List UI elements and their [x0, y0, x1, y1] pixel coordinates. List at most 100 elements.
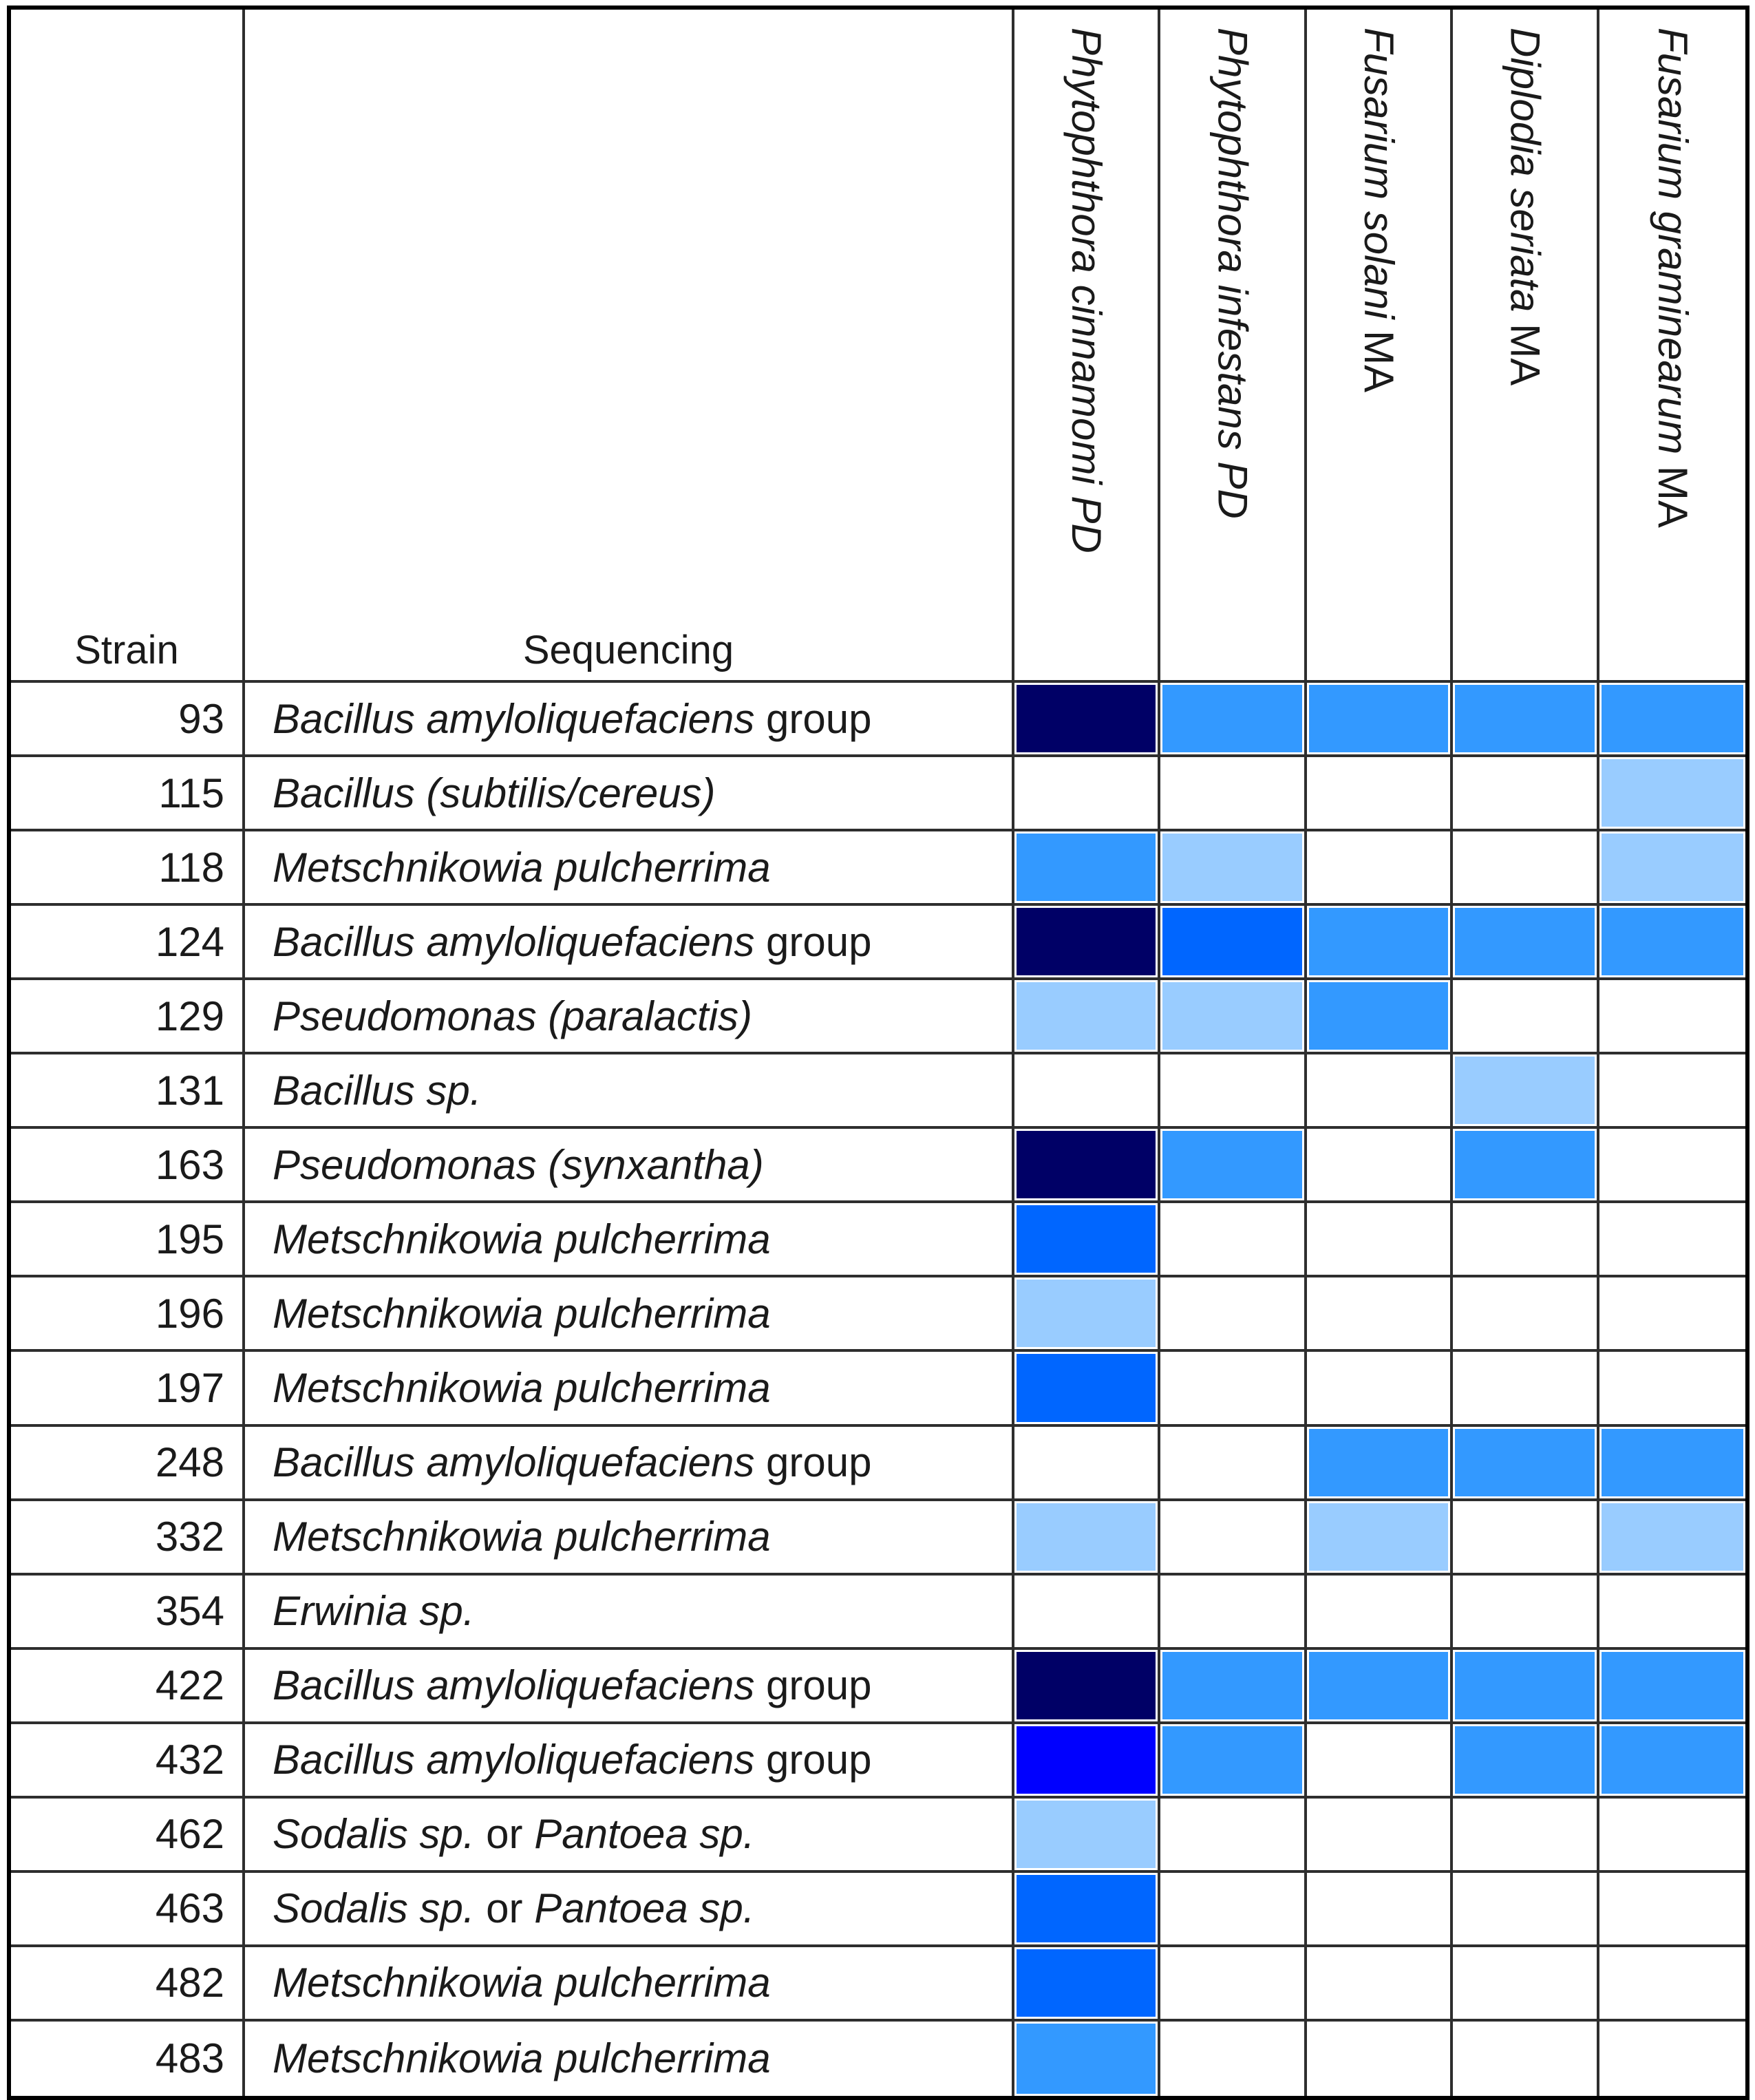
heat-fill: [1455, 685, 1595, 753]
heat-cell: [1306, 1426, 1454, 1501]
heat-fill: [1162, 1651, 1302, 1719]
heat-fill: [1308, 1577, 1449, 1645]
text-segment: Phytophthora infestans PD: [1209, 28, 1256, 519]
heat-cell: [1599, 1203, 1745, 1278]
text-segment: Metschnikowia pulcherrima: [273, 1290, 771, 1337]
heat-fill: [1162, 1577, 1302, 1645]
text-segment: Bacillus amyloliquefaciens: [273, 1662, 755, 1709]
heat-fill: [1455, 1503, 1595, 1571]
text-segment: Phytophthora cinnamomi PD: [1063, 28, 1110, 553]
pathogen-header-cell: Phytophthora cinnamomi PD: [1014, 10, 1161, 683]
sequencing-label: Bacillus amyloliquefaciens group: [273, 1439, 871, 1486]
sequencing-cell: Sodalis sp. or Pantoea sp.: [245, 1872, 1014, 1947]
heat-cell: [1453, 906, 1599, 981]
heat-cell: [1599, 1947, 1745, 2022]
pathogen-header-label: Diplodia seriata MA: [1502, 10, 1548, 385]
heat-cell: [1306, 831, 1454, 906]
heat-cell: [1453, 683, 1599, 758]
heat-cell: [1453, 757, 1599, 832]
heatmap-grid: Strain Sequencing Phytophthora cinnamomi…: [7, 6, 1749, 2100]
heat-fill: [1601, 1503, 1743, 1571]
strain-cell: 93: [11, 683, 245, 758]
sequencing-cell: Metschnikowia pulcherrima: [245, 1277, 1014, 1353]
strain-cell: 482: [11, 1947, 245, 2022]
heat-cell: [1599, 1500, 1745, 1576]
text-segment: Metschnikowia pulcherrima: [273, 1364, 771, 1411]
heat-fill: [1017, 1205, 1156, 1273]
sequencing-cell: Sodalis sp. or Pantoea sp.: [245, 1798, 1014, 1873]
strain-cell: 463: [11, 1872, 245, 1947]
heat-fill: [1162, 1874, 1302, 1942]
heat-fill: [1017, 2023, 1156, 2094]
heat-fill: [1308, 1800, 1449, 1868]
text-segment: Bacillus amyloliquefaciens: [273, 918, 755, 965]
strain-cell: 432: [11, 1724, 245, 1799]
heat-cell: [1453, 980, 1599, 1055]
heat-cell: [1014, 1054, 1161, 1129]
heat-cell: [1306, 1054, 1454, 1129]
heat-fill: [1601, 1428, 1743, 1496]
heat-cell: [1014, 1649, 1161, 1724]
heat-cell: [1014, 1426, 1161, 1501]
sequencing-label: Bacillus amyloliquefaciens group: [273, 1736, 871, 1783]
heat-cell: [1453, 1947, 1599, 2022]
heat-fill: [1017, 1057, 1156, 1125]
sequencing-label: Metschnikowia pulcherrima: [273, 1513, 771, 1560]
heat-cell: [1306, 683, 1454, 758]
heat-cell: [1453, 1649, 1599, 1724]
heat-cell: [1599, 1575, 1745, 1650]
text-segment: or: [474, 1811, 535, 1858]
heat-cell: [1014, 906, 1161, 981]
heat-cell: [1160, 1203, 1307, 1278]
heat-cell: [1014, 1129, 1161, 1204]
sequencing-header-cell: Sequencing: [245, 10, 1014, 683]
heat-cell: [1160, 906, 1307, 981]
heat-cell: [1160, 1947, 1307, 2022]
text-segment: Pseudomonas (paralactis): [273, 993, 753, 1039]
heat-cell: [1014, 757, 1161, 832]
sequencing-label: Metschnikowia pulcherrima: [273, 1959, 771, 2006]
text-segment: Erwinia sp.: [273, 1588, 475, 1635]
heat-cell: [1306, 1649, 1454, 1724]
sequencing-cell: Bacillus amyloliquefaciens group: [245, 1649, 1014, 1724]
strain-cell: 332: [11, 1500, 245, 1576]
heat-fill: [1017, 1949, 1156, 2017]
heat-fill: [1601, 982, 1743, 1050]
pathogen-header-label: Fusarium graminearum MA: [1649, 10, 1696, 528]
heat-fill: [1455, 759, 1595, 827]
text-segment: Sodalis sp.: [273, 1811, 475, 1858]
heat-cell: [1014, 980, 1161, 1055]
heat-fill: [1162, 1354, 1302, 1422]
heat-cell: [1453, 1426, 1599, 1501]
heat-fill: [1455, 1651, 1595, 1719]
heat-cell: [1306, 1872, 1454, 1947]
heat-fill: [1017, 1354, 1156, 1422]
heat-cell: [1599, 1724, 1745, 1799]
strain-cell: 483: [11, 2021, 245, 2096]
heat-fill: [1017, 908, 1156, 976]
text-segment: or: [474, 1885, 535, 1932]
sequencing-cell: Metschnikowia pulcherrima: [245, 1352, 1014, 1427]
heat-fill: [1455, 1949, 1595, 2017]
sequencing-label: Sodalis sp. or Pantoea sp.: [273, 1810, 754, 1858]
heat-fill: [1162, 1503, 1302, 1571]
heat-fill: [1455, 1057, 1595, 1125]
heat-fill: [1017, 1280, 1156, 1348]
strain-cell: 197: [11, 1352, 245, 1427]
heat-fill: [1308, 2023, 1449, 2094]
text-segment: Fusarium solani: [1355, 28, 1402, 319]
heat-fill: [1455, 908, 1595, 976]
heat-fill: [1601, 1131, 1743, 1199]
strain-cell: 129: [11, 980, 245, 1055]
text-segment: Fusarium graminearum: [1649, 28, 1696, 455]
heat-fill: [1162, 1800, 1302, 1868]
heat-fill: [1308, 1503, 1449, 1571]
heat-fill: [1162, 1726, 1302, 1794]
heat-cell: [1160, 1426, 1307, 1501]
heat-fill: [1017, 1726, 1156, 1794]
sequencing-label: Metschnikowia pulcherrima: [273, 1290, 771, 1337]
heat-cell: [1599, 1352, 1745, 1427]
heat-cell: [1453, 1129, 1599, 1204]
heat-fill: [1455, 1280, 1595, 1348]
